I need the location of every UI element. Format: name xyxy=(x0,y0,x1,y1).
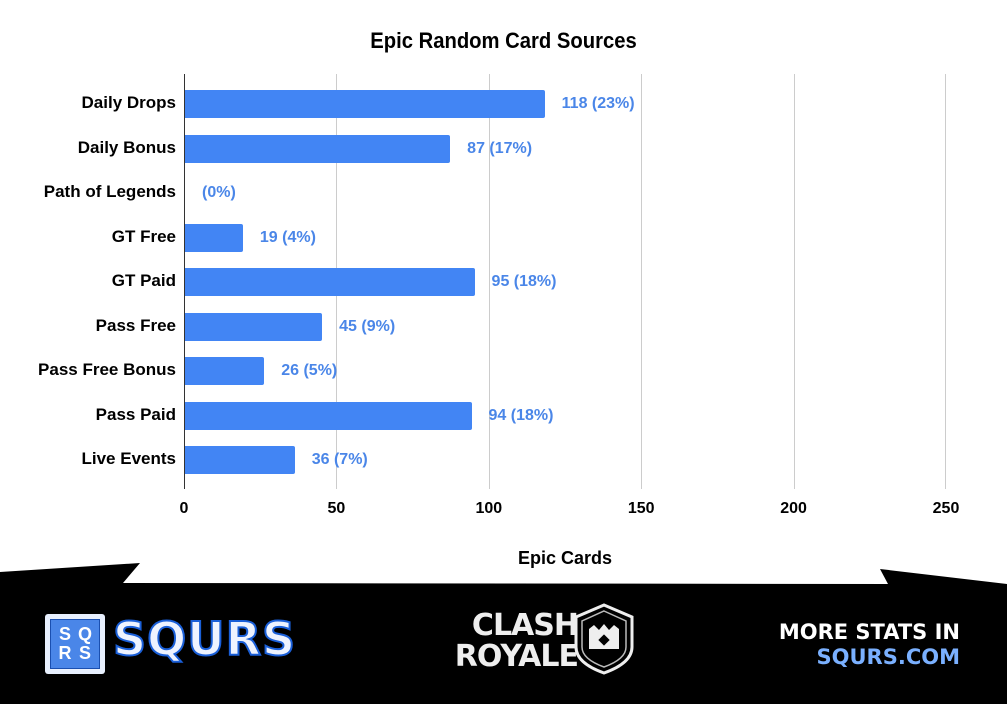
x-tick-label: 0 xyxy=(179,500,189,517)
category-label: Pass Free xyxy=(95,315,176,335)
promo-line-1: MORE STATS IN xyxy=(778,620,960,644)
data-label: (0%) xyxy=(202,184,236,201)
category-label: Pass Free Bonus xyxy=(38,360,176,379)
data-label: 26 (5%) xyxy=(281,362,338,379)
bar xyxy=(185,90,545,118)
logo-line-1: CLASH xyxy=(471,608,579,643)
x-axis-label: Epic Cards xyxy=(517,548,613,568)
category-label: Pass Paid xyxy=(95,404,176,424)
bar xyxy=(185,312,323,341)
category-label: Daily Drops xyxy=(81,93,176,112)
x-tick-label: 200 xyxy=(780,500,807,517)
promo-link[interactable]: SQURS.COM xyxy=(816,645,960,669)
logo-letter: S xyxy=(78,643,91,663)
plot-area: 118 (23%) 87 (17%) (0%) 19 (4%) 95 (18%) 45 (… xyxy=(184,74,946,489)
category-label: Live Events xyxy=(81,449,177,468)
category-label: Daily Bonus xyxy=(77,137,176,157)
promo-text: MORE STATS IN SQURS.COM xyxy=(779,620,960,670)
bar xyxy=(185,268,475,296)
gridline xyxy=(489,74,490,489)
squrs-wordmark: SQURS xyxy=(112,611,297,667)
gridline xyxy=(641,74,642,489)
x-tick-label: 250 xyxy=(932,500,960,517)
bar xyxy=(185,357,265,385)
squrs-logo-icon: S Q R S xyxy=(45,614,105,674)
bar xyxy=(185,223,243,252)
logo-letter: S xyxy=(58,624,71,644)
gridline xyxy=(945,74,946,489)
data-label: 36 (7%) xyxy=(311,451,368,468)
logo-letter: R xyxy=(58,643,72,663)
crown-shield-icon xyxy=(574,603,634,675)
category-label: GT Paid xyxy=(111,271,176,290)
category-label: GT Free xyxy=(111,226,176,246)
data-label: 19 (4%) xyxy=(259,228,316,246)
x-tick-label: 50 xyxy=(327,500,346,517)
y-axis-line xyxy=(184,74,185,489)
bar xyxy=(185,446,295,474)
logo-line-2: ROYALE xyxy=(454,639,579,674)
gridline xyxy=(794,74,795,489)
bar xyxy=(185,134,451,163)
category-label: Path of Legends xyxy=(43,182,176,201)
x-tick-label: 100 xyxy=(475,500,503,517)
clash-royale-logo: CLASH ROYALE xyxy=(448,608,579,674)
data-label: 45 (9%) xyxy=(339,317,396,335)
x-tick-label: 150 xyxy=(627,500,655,517)
bar xyxy=(185,401,472,430)
data-label: 87 (17%) xyxy=(467,139,533,157)
logo-letter: Q xyxy=(77,624,92,644)
data-label: 95 (18%) xyxy=(491,273,557,290)
chart-title: Epic Random Card Sources xyxy=(370,28,637,53)
data-label: 94 (18%) xyxy=(488,406,554,424)
data-label: 118 (23%) xyxy=(561,95,635,112)
